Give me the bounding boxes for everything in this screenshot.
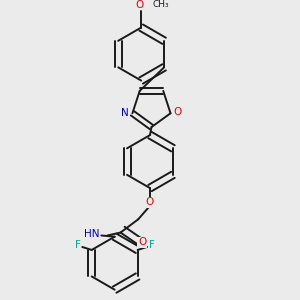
Text: CH₃: CH₃ <box>152 0 169 9</box>
Text: O: O <box>173 107 181 117</box>
Text: F: F <box>148 240 154 250</box>
Text: O: O <box>138 237 146 247</box>
Text: N: N <box>121 108 129 118</box>
Text: O: O <box>146 197 154 207</box>
Text: HN: HN <box>84 229 100 239</box>
Text: O: O <box>136 0 144 10</box>
Text: F: F <box>75 240 81 250</box>
